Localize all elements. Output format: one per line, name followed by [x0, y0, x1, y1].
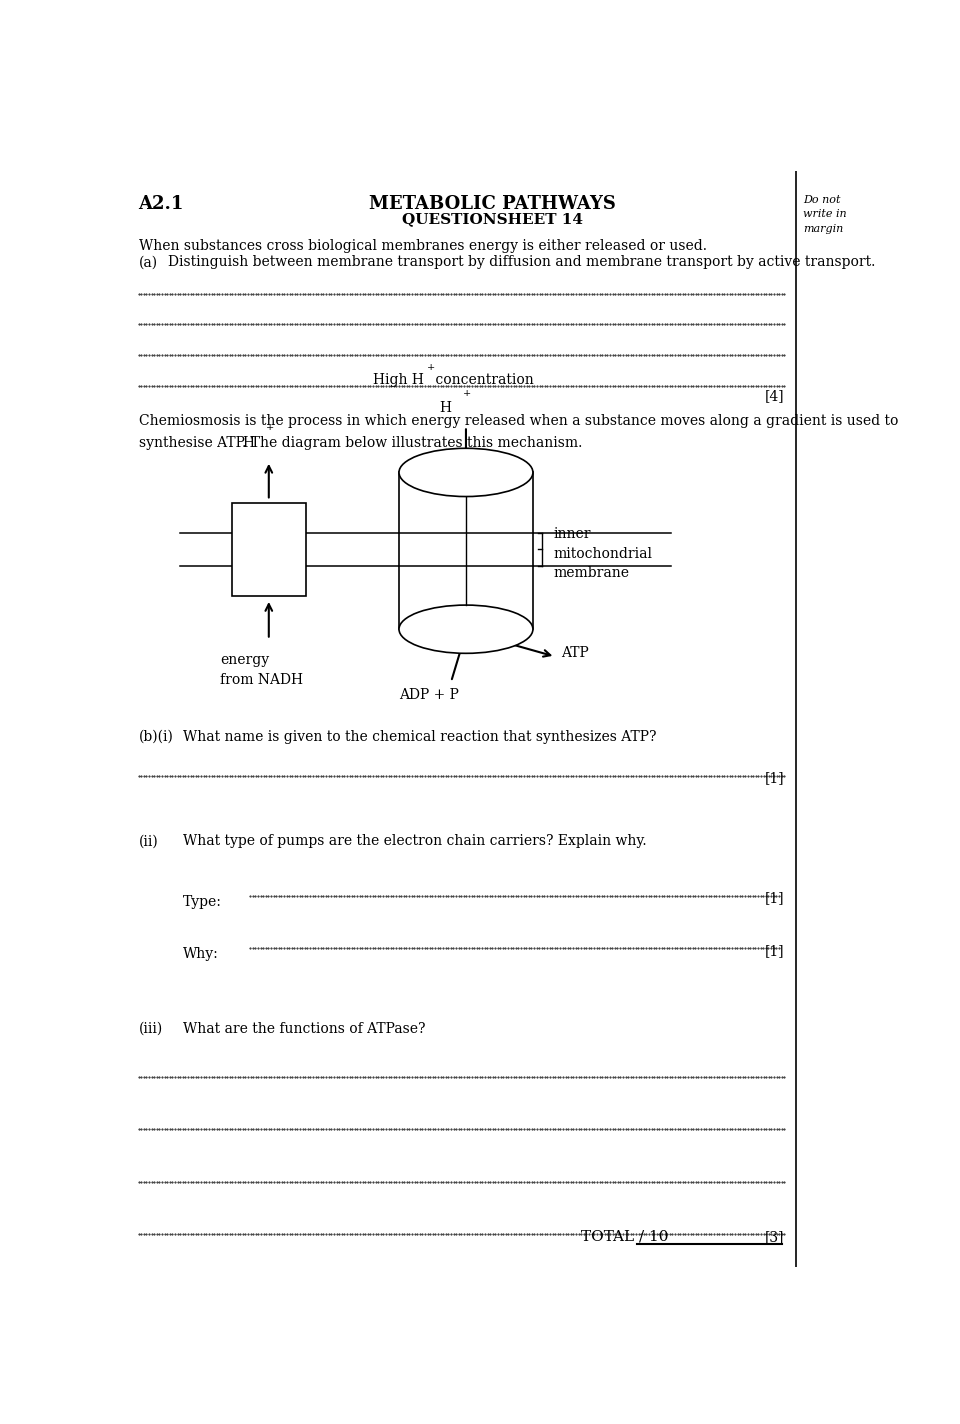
Text: Chemiosmosis is the process in which energy released when a substance moves alon: Chemiosmosis is the process in which ene… [138, 414, 898, 429]
Text: (ii): (ii) [138, 834, 158, 849]
Bar [231, 503, 306, 595]
Text: membrane: membrane [553, 565, 629, 580]
Text: synthesise ATP. The diagram below illustrates this mechanism.: synthesise ATP. The diagram below illust… [138, 436, 582, 450]
Text: [1]: [1] [765, 891, 784, 906]
Text: +: + [463, 389, 471, 397]
Text: [3]: [3] [765, 1230, 784, 1245]
Ellipse shape [399, 449, 533, 497]
Text: inner: inner [553, 527, 590, 541]
Text: Distinguish between membrane transport by diffusion and membrane transport by ac: Distinguish between membrane transport b… [168, 255, 876, 269]
Text: Type:: Type: [183, 894, 222, 909]
Text: mitochondrial: mitochondrial [553, 547, 652, 561]
Text: [1]: [1] [765, 944, 784, 958]
Text: concentration: concentration [431, 373, 534, 387]
Text: H: H [439, 402, 451, 416]
Text: (iii): (iii) [138, 1022, 163, 1035]
Text: What name is given to the chemical reaction that synthesizes ATP?: What name is given to the chemical react… [183, 731, 657, 745]
Text: ADP + P: ADP + P [399, 688, 459, 702]
Text: Do not: Do not [803, 195, 841, 205]
Text: (b)(i): (b)(i) [138, 731, 174, 745]
Text: High H: High H [372, 373, 423, 387]
Text: A2.1: A2.1 [138, 195, 184, 214]
Text: margin: margin [803, 224, 843, 234]
Text: [4]: [4] [765, 389, 784, 403]
Bar [231, 503, 306, 595]
Bar [399, 473, 533, 629]
Text: Why:: Why: [183, 947, 219, 961]
Text: (a): (a) [138, 255, 157, 269]
Text: What are the functions of ATPase?: What are the functions of ATPase? [183, 1022, 425, 1035]
Text: from NADH: from NADH [221, 672, 303, 686]
Text: When substances cross biological membranes energy is either released or used.: When substances cross biological membran… [138, 239, 707, 253]
Text: TOTAL / 10: TOTAL / 10 [581, 1229, 669, 1243]
Text: ATP: ATP [562, 646, 588, 661]
Text: energy: energy [221, 652, 270, 666]
Text: QUESTIONSHEET 14: QUESTIONSHEET 14 [401, 212, 583, 226]
Text: write in: write in [803, 209, 847, 219]
Text: +: + [266, 423, 274, 433]
Text: H: H [242, 436, 253, 450]
Text: METABOLIC PATHWAYS: METABOLIC PATHWAYS [369, 195, 615, 214]
Ellipse shape [399, 605, 533, 654]
Text: [1]: [1] [765, 770, 784, 785]
Text: What type of pumps are the electron chain carriers? Explain why.: What type of pumps are the electron chai… [183, 834, 647, 849]
Text: +: + [427, 363, 436, 372]
